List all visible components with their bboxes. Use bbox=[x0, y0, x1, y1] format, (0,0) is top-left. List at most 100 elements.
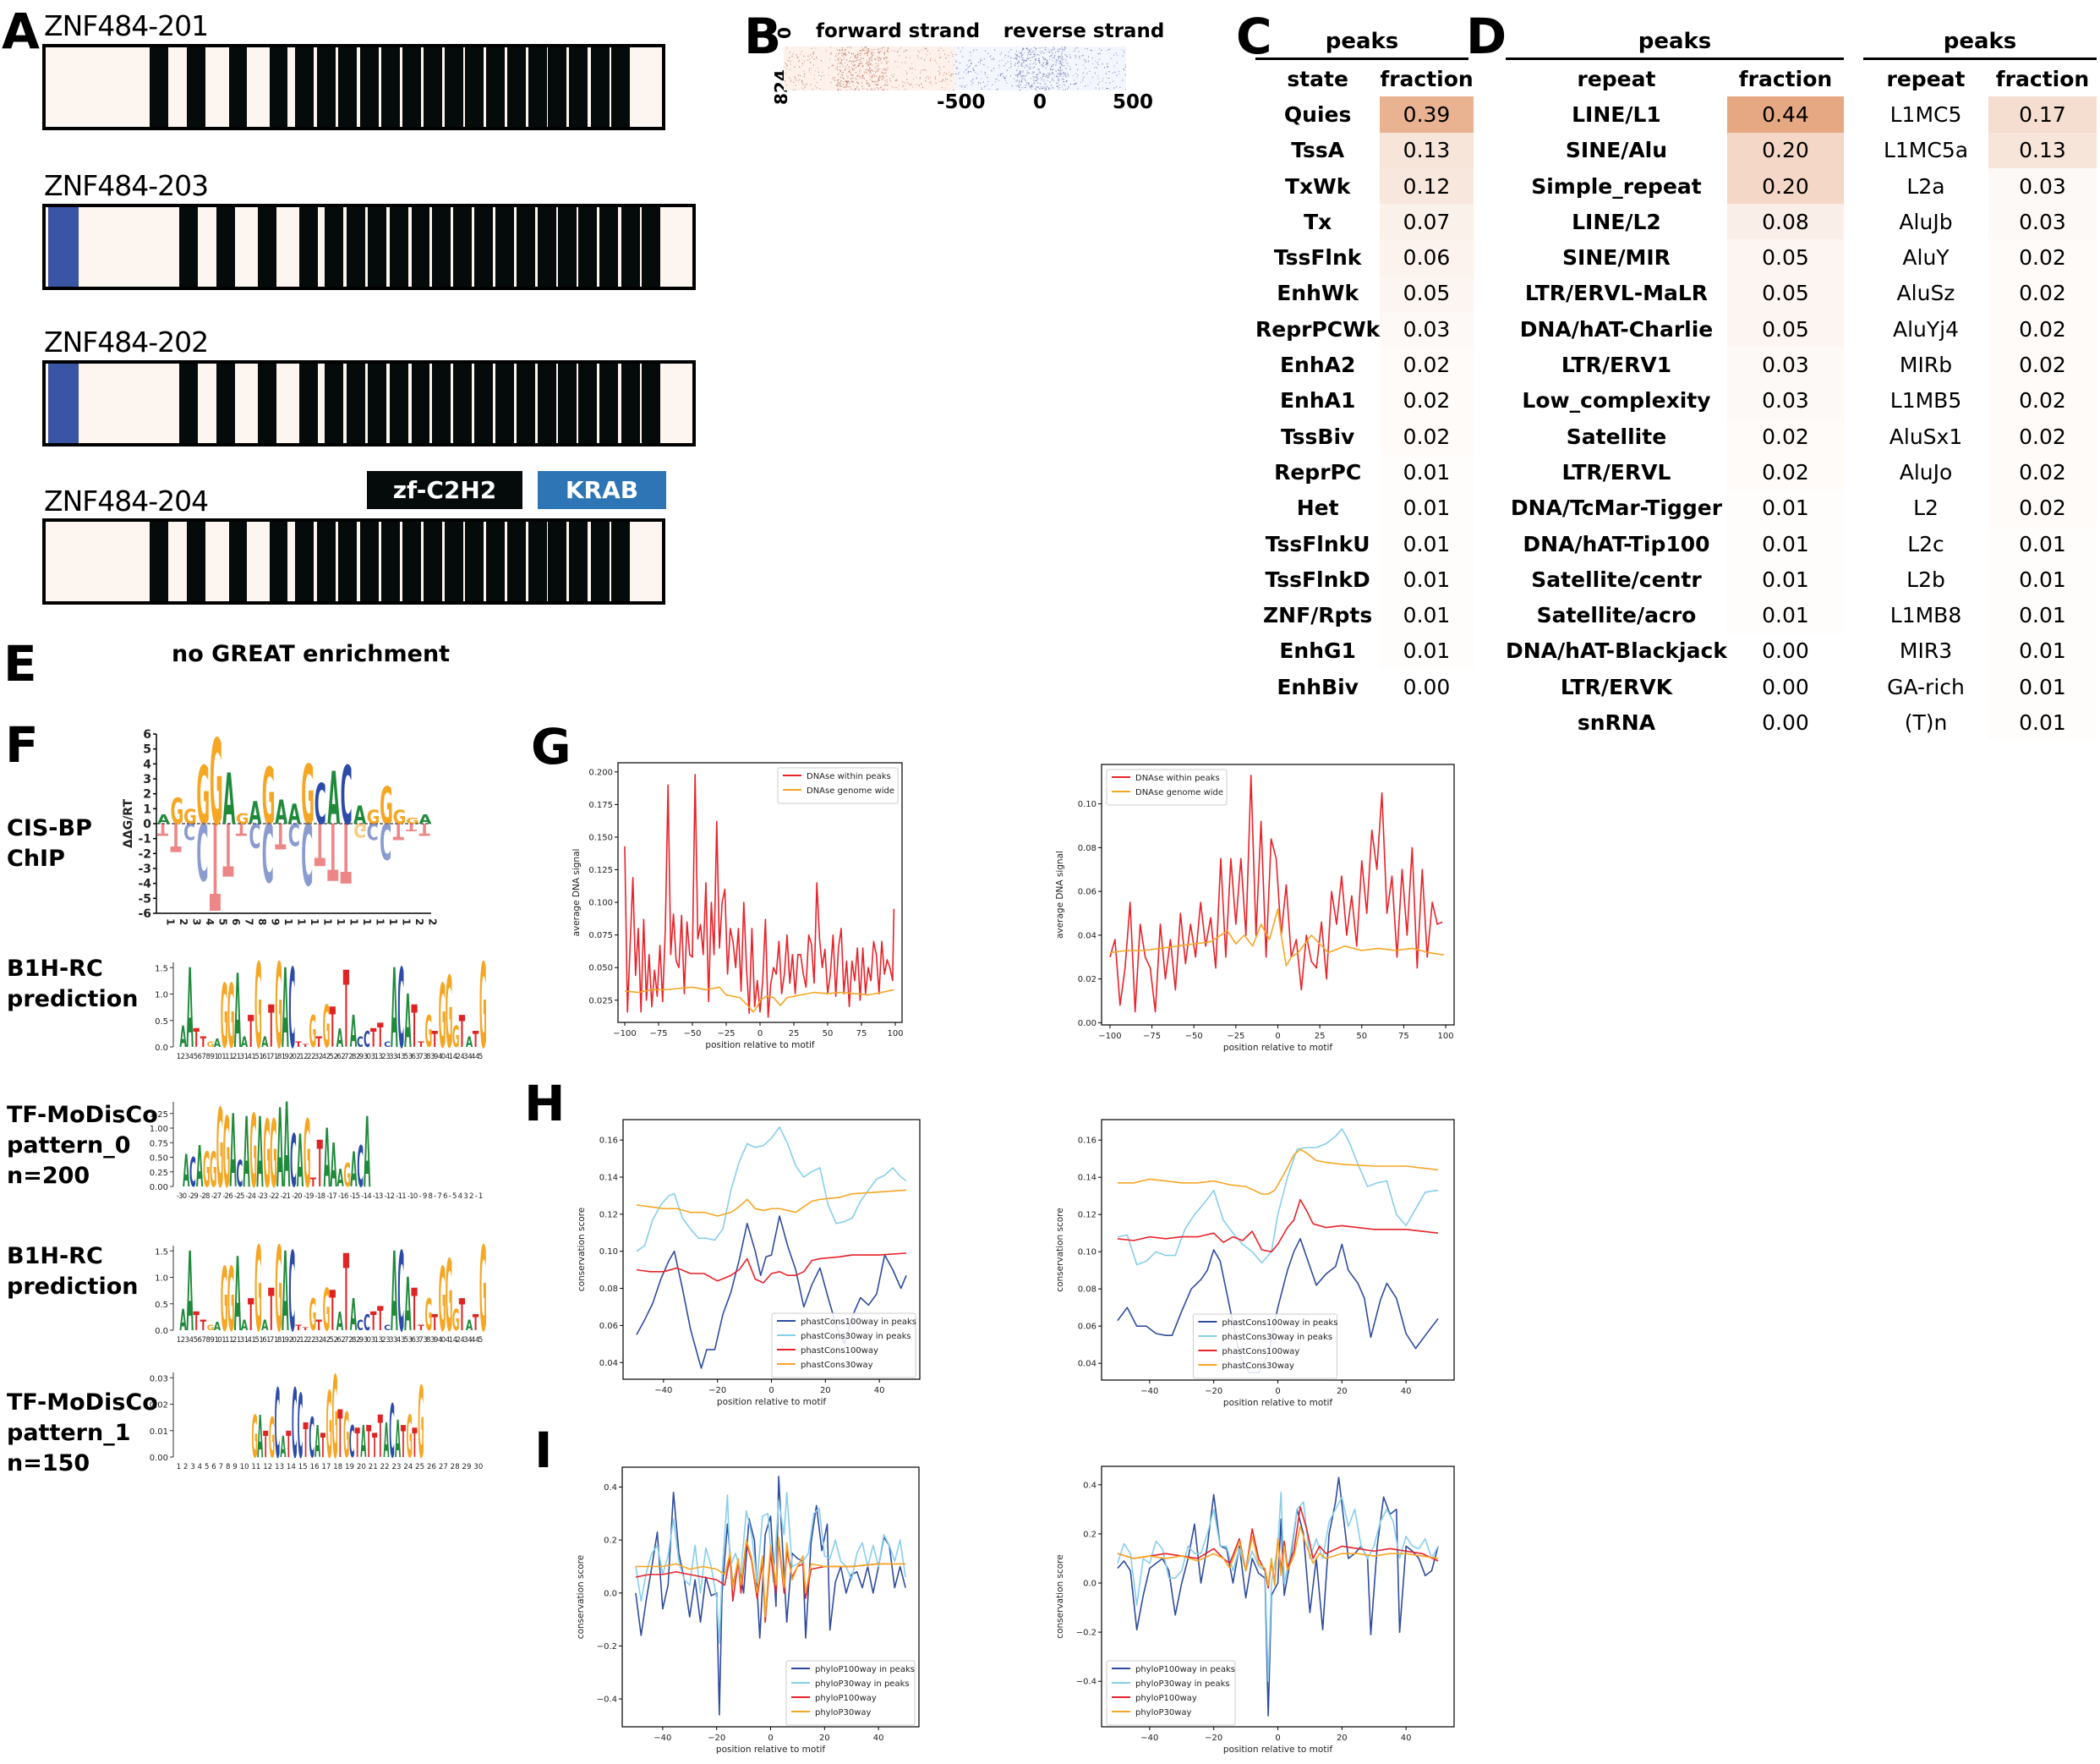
row-fraction: 0.02 bbox=[1726, 454, 1844, 490]
y-tick-label: 0.12 bbox=[599, 1210, 618, 1219]
logo-letter: G bbox=[210, 1142, 217, 1198]
y-tick-label: 0.06 bbox=[1078, 888, 1096, 897]
logo-letter: G bbox=[439, 967, 446, 1069]
row-state: TssFlnkD bbox=[1265, 567, 1370, 592]
zinc-finger-domain bbox=[507, 47, 526, 127]
logo-letter: T bbox=[302, 1044, 309, 1048]
y-tick-label: 0.04 bbox=[1078, 931, 1096, 940]
series-line-dnase-within-peaks bbox=[624, 774, 895, 1018]
x-tick-label: −20 bbox=[708, 1386, 726, 1395]
logo-letter: G bbox=[275, 956, 282, 1074]
logo-letter: G bbox=[252, 1402, 258, 1471]
x-tick-label: 25 bbox=[789, 1029, 800, 1038]
logo-letter-bottom: T bbox=[275, 815, 286, 857]
logo-letter-top: C bbox=[341, 750, 353, 844]
row-state: ReprPC bbox=[1274, 459, 1362, 485]
row-repeat: LINE/L1 bbox=[1572, 101, 1661, 127]
row-fraction: 0.02 bbox=[1988, 418, 2097, 455]
series-line-phylop30way bbox=[1117, 1526, 1439, 1586]
logo-letter: C bbox=[397, 1239, 404, 1356]
row-repeat: (T)n bbox=[1904, 709, 1948, 735]
series-line-phylop30way-in-peaks bbox=[635, 1491, 906, 1645]
logo-letter: T bbox=[418, 1041, 424, 1049]
table-row: LINE/L2 0.08 bbox=[1506, 204, 1844, 240]
logo-letter: A bbox=[276, 1095, 283, 1213]
zinc-finger-domain bbox=[368, 364, 387, 443]
zinc-finger-domain bbox=[591, 522, 610, 601]
logo-letter: A bbox=[241, 1318, 249, 1334]
row-repeat: SINE/Alu bbox=[1565, 138, 1668, 163]
logo-letter: T bbox=[337, 1398, 342, 1474]
repeat-family-table-header: peaks bbox=[1506, 29, 1844, 60]
logo-letter-top: G bbox=[380, 775, 393, 835]
logo-letter: C bbox=[288, 1239, 295, 1356]
logo-letter: A bbox=[280, 1431, 286, 1465]
series-line-phylop30way bbox=[635, 1537, 906, 1618]
logo-letter-top: G bbox=[262, 751, 276, 842]
y-tick-label: 0.4 bbox=[604, 1483, 617, 1493]
logo-letter-top: G bbox=[393, 807, 407, 829]
table-row: ReprPC 0.01 bbox=[1255, 454, 1474, 490]
x-tick-label: 20 bbox=[413, 918, 425, 926]
row-state: Tx bbox=[1304, 209, 1332, 234]
zinc-finger-domain bbox=[423, 47, 442, 127]
zinc-finger-domain bbox=[411, 207, 430, 287]
motif-label-cisbp: CIS-BP ChIP bbox=[7, 814, 92, 874]
x-tick-label: 0 bbox=[757, 1029, 763, 1038]
legend-label: phyloP100way bbox=[815, 1694, 877, 1703]
zinc-finger-domain bbox=[258, 207, 277, 287]
logo-letter: G bbox=[223, 1098, 231, 1210]
x-tick-label: 100 bbox=[1438, 1032, 1454, 1041]
table-row: AluSx1 0.02 bbox=[1863, 418, 2097, 455]
table-row: TssA 0.13 bbox=[1255, 132, 1474, 168]
zinc-finger-domain bbox=[453, 207, 473, 287]
row-repeat: LTR/ERVK bbox=[1560, 674, 1673, 699]
logo-letter: T bbox=[295, 1041, 302, 1049]
zinc-finger-domain bbox=[258, 364, 277, 443]
zinc-finger-domain bbox=[611, 47, 631, 127]
table-row: LTR/ERVK 0.00 bbox=[1506, 669, 1844, 705]
logo-letter: G bbox=[254, 1239, 262, 1357]
panel-label-b: B bbox=[744, 8, 782, 65]
table-row: DNA/hAT-Tip100 0.01 bbox=[1506, 525, 1844, 562]
logo-letter: G bbox=[269, 1406, 275, 1471]
x-tick-label: 11 bbox=[296, 918, 308, 926]
y-tick-label: 0.08 bbox=[1078, 1285, 1096, 1295]
x-tick-label: 8 bbox=[256, 918, 268, 925]
logo-letter: C bbox=[290, 1120, 297, 1204]
x-tick-label: 3 bbox=[191, 918, 203, 925]
y-tick-label: 0.12 bbox=[1078, 1211, 1096, 1220]
isoform-domain-bar bbox=[42, 44, 665, 130]
row-state: Het bbox=[1296, 496, 1339, 521]
x-tick-label: 17 bbox=[374, 918, 386, 926]
row-repeat: Low_complexity bbox=[1522, 388, 1711, 414]
table-row: Het 0.01 bbox=[1255, 490, 1474, 526]
zinc-finger-domain bbox=[338, 47, 358, 127]
panel-label-h: H bbox=[524, 1075, 566, 1132]
zinc-finger-domain bbox=[495, 364, 514, 443]
legend-label: phastCons30way in peaks bbox=[801, 1332, 911, 1341]
zinc-finger-domain bbox=[295, 47, 314, 127]
motif-label-line: ChIP bbox=[7, 846, 65, 872]
logo-letter: A bbox=[336, 1024, 344, 1054]
logo-letter: A bbox=[282, 956, 288, 1073]
zinc-finger-domain bbox=[558, 364, 577, 443]
zinc-finger-domain bbox=[269, 522, 288, 601]
y-axis-label: average DNA signal bbox=[571, 849, 582, 937]
row-fraction: 0.00 bbox=[1726, 633, 1844, 670]
zinc-finger-domain bbox=[381, 47, 401, 127]
row-repeat: LTR/ERVL bbox=[1561, 459, 1671, 485]
y-tick-label: −0.2 bbox=[597, 1642, 617, 1652]
table-row: EnhA2 0.02 bbox=[1255, 347, 1474, 383]
zinc-finger-domain bbox=[611, 522, 631, 601]
logo-letter: C bbox=[189, 1150, 196, 1197]
table-row: SINE/Alu 0.20 bbox=[1506, 132, 1844, 168]
row-repeat: LINE/L2 bbox=[1572, 209, 1661, 234]
y-tick-label: −0.2 bbox=[1076, 1629, 1096, 1638]
logo-letter: T bbox=[372, 1427, 377, 1465]
zinc-finger-domain bbox=[423, 522, 442, 601]
series-line-phastcons30way-in-peaks bbox=[1117, 1128, 1439, 1266]
table-row: (T)n 0.01 bbox=[1863, 704, 2097, 741]
x-tick-label: 18 bbox=[387, 918, 399, 926]
logo-letter: G bbox=[207, 1041, 215, 1049]
